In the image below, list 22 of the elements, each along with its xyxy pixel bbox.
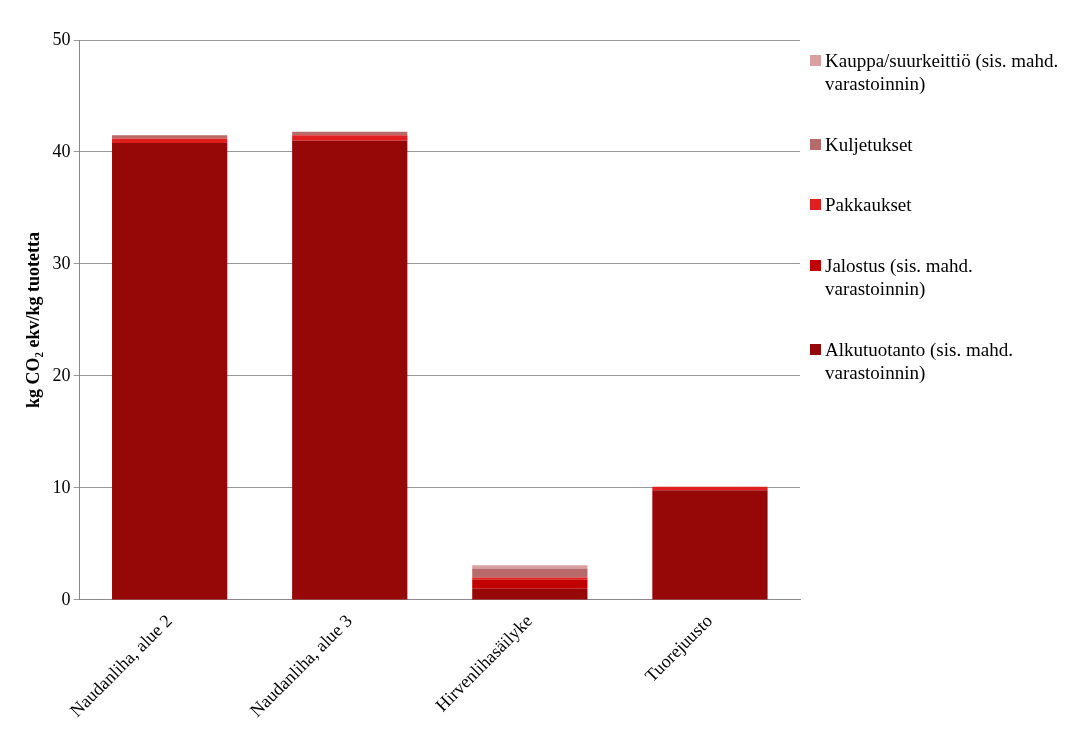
y-tick-label: 40 (52, 140, 71, 161)
y-axis-title: kg CO₂ ekv/kg tuotetta (23, 232, 44, 408)
bar (472, 565, 588, 569)
bar (472, 588, 588, 600)
y-tick-label: 10 (52, 476, 71, 497)
y-tick-label: 30 (52, 252, 71, 273)
y-tick-label: 20 (52, 364, 71, 385)
bar (472, 568, 588, 578)
legend-label: Kauppa/suurkeittiö (sis. mahd. varastoinnin) (825, 50, 1060, 96)
legend-label: Kuljetukset (825, 133, 913, 157)
bar (652, 490, 768, 600)
y-tick-label: 0 (61, 588, 71, 609)
y-tick-label: 50 (52, 28, 71, 49)
legend-label: Alkutuotanto (sis. mahd. varastoinnin) (825, 338, 1014, 385)
bar (292, 140, 408, 600)
legend-label: Pakkaukset (825, 194, 912, 218)
bar (292, 135, 408, 141)
bar (472, 579, 588, 589)
bar (652, 486, 768, 491)
legend-label: Jalostus (sis. mahd. varastoinnin) (825, 255, 974, 301)
bar (112, 135, 228, 139)
bar (112, 143, 228, 600)
